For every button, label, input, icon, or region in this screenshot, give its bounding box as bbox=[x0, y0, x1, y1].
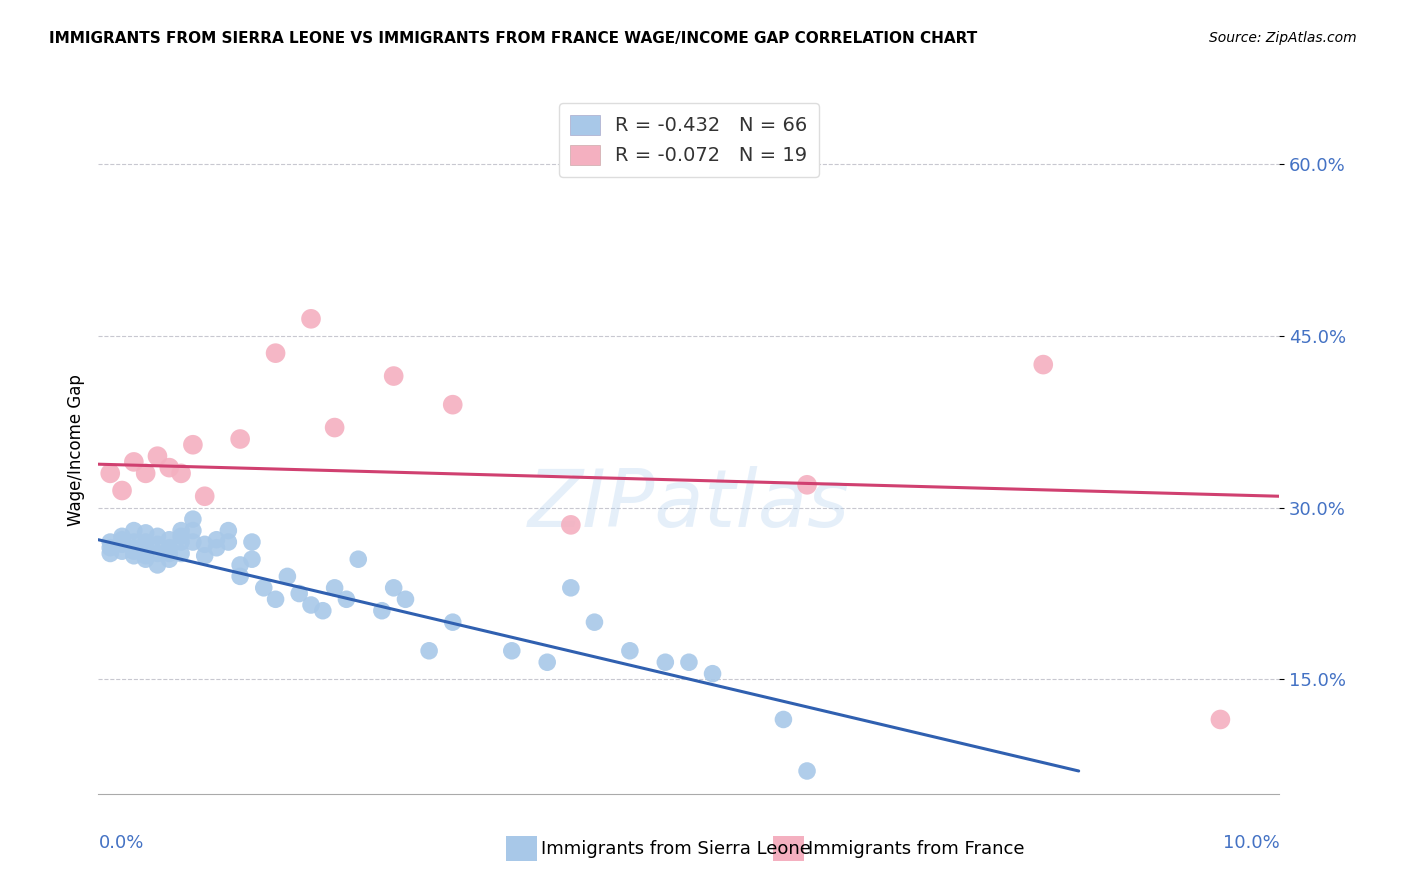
Point bbox=[170, 529, 193, 543]
Point bbox=[170, 535, 193, 549]
Point bbox=[170, 546, 193, 561]
Point bbox=[98, 546, 121, 561]
Point bbox=[536, 655, 558, 669]
Point bbox=[146, 529, 169, 543]
Point bbox=[122, 549, 145, 563]
Point bbox=[181, 524, 204, 538]
Point bbox=[98, 467, 121, 481]
Point bbox=[111, 533, 134, 547]
Point bbox=[382, 581, 405, 595]
Point bbox=[371, 604, 394, 618]
Point bbox=[654, 655, 676, 669]
Legend: R = -0.432   N = 66, R = -0.072   N = 19: R = -0.432 N = 66, R = -0.072 N = 19 bbox=[558, 103, 820, 178]
Point bbox=[111, 537, 134, 551]
Point bbox=[146, 558, 169, 572]
Point bbox=[146, 449, 169, 463]
Point bbox=[157, 533, 180, 547]
Point bbox=[181, 438, 204, 452]
Text: Source: ZipAtlas.com: Source: ZipAtlas.com bbox=[1209, 31, 1357, 45]
Text: Immigrants from Sierra Leone: Immigrants from Sierra Leone bbox=[541, 840, 811, 858]
Y-axis label: Wage/Income Gap: Wage/Income Gap bbox=[66, 375, 84, 526]
Point bbox=[217, 524, 239, 538]
Text: Immigrants from France: Immigrants from France bbox=[808, 840, 1025, 858]
Point bbox=[170, 467, 193, 481]
Point bbox=[157, 541, 180, 555]
Point bbox=[702, 666, 724, 681]
Point bbox=[122, 455, 145, 469]
Point bbox=[323, 581, 346, 595]
Point bbox=[170, 524, 193, 538]
Point bbox=[146, 537, 169, 551]
Point bbox=[181, 512, 204, 526]
Point bbox=[253, 581, 276, 595]
Point bbox=[299, 311, 322, 326]
Point bbox=[441, 615, 464, 630]
Point bbox=[135, 467, 157, 481]
Point bbox=[217, 535, 239, 549]
Point bbox=[347, 552, 370, 566]
Point bbox=[194, 489, 217, 503]
Point bbox=[394, 592, 416, 607]
Point bbox=[194, 549, 217, 563]
Point bbox=[98, 541, 121, 555]
Point bbox=[240, 552, 263, 566]
Point bbox=[111, 483, 134, 498]
Text: 0.0%: 0.0% bbox=[98, 834, 143, 852]
Point bbox=[1032, 358, 1054, 372]
Point bbox=[229, 558, 252, 572]
Point bbox=[135, 541, 157, 555]
Point bbox=[335, 592, 357, 607]
Point bbox=[418, 644, 440, 658]
Point bbox=[135, 549, 157, 563]
Point bbox=[323, 420, 346, 434]
Point bbox=[229, 432, 252, 446]
Point bbox=[240, 535, 263, 549]
Point bbox=[122, 535, 145, 549]
Point bbox=[382, 369, 405, 384]
Point bbox=[560, 581, 582, 595]
Text: ZIPatlas: ZIPatlas bbox=[527, 467, 851, 544]
Point bbox=[157, 546, 180, 561]
Point bbox=[135, 525, 157, 540]
Point bbox=[111, 529, 134, 543]
Point bbox=[98, 535, 121, 549]
Point bbox=[312, 604, 335, 618]
Point bbox=[122, 524, 145, 538]
Point bbox=[678, 655, 700, 669]
Point bbox=[276, 569, 298, 583]
Point bbox=[1209, 713, 1232, 727]
Text: 10.0%: 10.0% bbox=[1223, 834, 1279, 852]
Point bbox=[111, 544, 134, 558]
Point bbox=[796, 478, 818, 492]
Point bbox=[560, 517, 582, 532]
Point bbox=[288, 586, 311, 600]
Point bbox=[135, 535, 157, 549]
Point bbox=[229, 569, 252, 583]
Text: IMMIGRANTS FROM SIERRA LEONE VS IMMIGRANTS FROM FRANCE WAGE/INCOME GAP CORRELATI: IMMIGRANTS FROM SIERRA LEONE VS IMMIGRAN… bbox=[49, 31, 977, 46]
Point bbox=[135, 552, 157, 566]
Point bbox=[264, 346, 287, 360]
Point bbox=[157, 460, 180, 475]
Point bbox=[181, 535, 204, 549]
Point bbox=[146, 546, 169, 561]
Point bbox=[205, 541, 228, 555]
Point bbox=[299, 598, 322, 612]
Point bbox=[157, 552, 180, 566]
Point bbox=[122, 544, 145, 558]
Point bbox=[122, 541, 145, 555]
Point bbox=[194, 537, 217, 551]
Point bbox=[583, 615, 606, 630]
Point bbox=[441, 398, 464, 412]
Point bbox=[205, 533, 228, 547]
Point bbox=[772, 713, 794, 727]
Point bbox=[264, 592, 287, 607]
Point bbox=[501, 644, 523, 658]
Point bbox=[619, 644, 641, 658]
Point bbox=[796, 764, 818, 778]
